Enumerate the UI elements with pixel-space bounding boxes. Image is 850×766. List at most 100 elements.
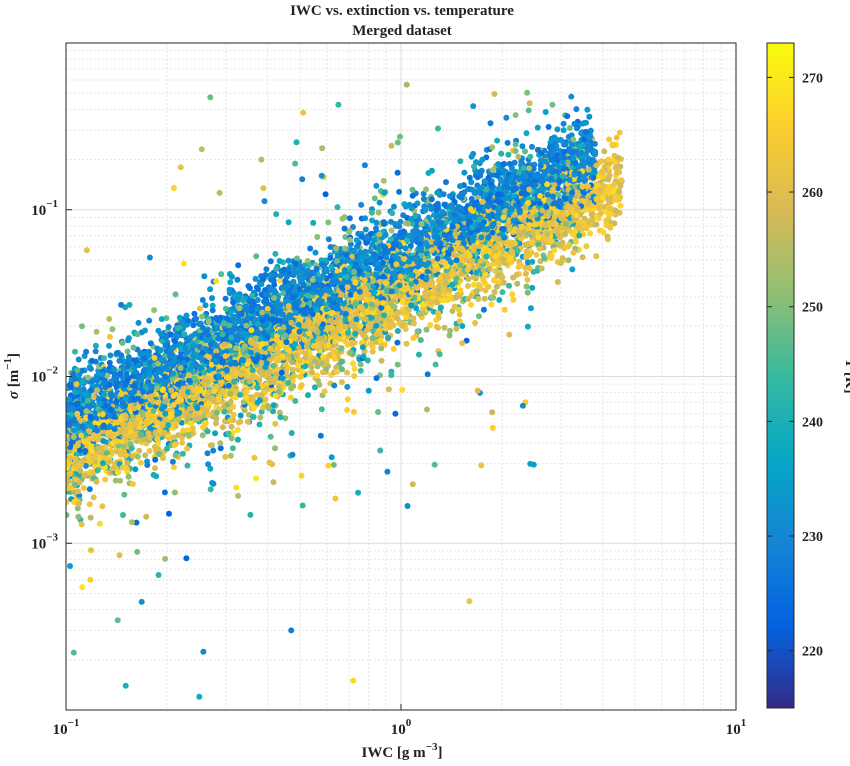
data-point bbox=[572, 238, 579, 245]
data-point bbox=[524, 89, 531, 96]
data-point bbox=[74, 505, 81, 512]
data-point bbox=[394, 169, 401, 176]
data-point bbox=[227, 309, 234, 316]
data-point bbox=[549, 101, 556, 108]
data-point bbox=[578, 130, 585, 137]
data-point bbox=[396, 188, 403, 195]
data-point bbox=[527, 305, 534, 312]
data-point bbox=[395, 309, 402, 316]
data-point bbox=[135, 319, 142, 326]
data-point bbox=[253, 475, 260, 482]
data-point bbox=[384, 468, 391, 475]
data-point bbox=[207, 286, 214, 293]
data-point bbox=[172, 291, 179, 298]
data-point bbox=[346, 227, 353, 234]
data-point bbox=[86, 501, 93, 508]
data-point bbox=[285, 257, 292, 264]
data-point bbox=[522, 270, 529, 277]
data-point bbox=[451, 303, 458, 310]
data-point bbox=[470, 103, 477, 110]
data-point bbox=[282, 361, 289, 368]
data-point bbox=[319, 145, 326, 152]
data-point bbox=[93, 328, 100, 335]
data-point bbox=[278, 268, 285, 274]
data-point bbox=[209, 307, 216, 314]
data-point bbox=[317, 432, 324, 439]
data-point bbox=[258, 156, 265, 163]
data-point bbox=[150, 471, 157, 478]
data-point bbox=[485, 195, 492, 202]
data-point bbox=[441, 324, 448, 331]
data-point bbox=[67, 563, 73, 569]
data-point bbox=[397, 133, 403, 140]
data-point bbox=[521, 179, 528, 186]
data-point bbox=[428, 206, 435, 213]
data-point bbox=[328, 454, 335, 461]
data-point bbox=[210, 447, 217, 454]
data-point bbox=[261, 198, 268, 205]
data-point bbox=[288, 385, 295, 392]
data-point bbox=[158, 331, 165, 338]
data-point bbox=[394, 339, 401, 346]
data-point bbox=[106, 342, 112, 349]
data-point bbox=[506, 160, 513, 167]
data-point bbox=[355, 489, 362, 496]
data-point bbox=[545, 123, 552, 130]
data-point bbox=[325, 236, 332, 243]
data-point bbox=[616, 129, 623, 136]
data-point bbox=[559, 255, 566, 262]
data-point bbox=[350, 360, 356, 367]
data-point bbox=[230, 411, 237, 418]
data-point bbox=[272, 420, 279, 427]
data-point bbox=[291, 373, 298, 379]
data-point bbox=[267, 258, 274, 265]
data-point bbox=[277, 414, 284, 421]
data-point bbox=[601, 148, 608, 155]
data-point bbox=[512, 112, 519, 119]
data-point bbox=[221, 408, 228, 415]
data-point bbox=[410, 335, 417, 342]
data-point bbox=[321, 388, 328, 395]
data-point bbox=[533, 251, 540, 258]
data-point bbox=[385, 386, 392, 393]
data-point bbox=[273, 266, 280, 272]
data-point bbox=[489, 424, 496, 431]
data-point bbox=[134, 548, 141, 555]
data-point bbox=[155, 572, 162, 578]
data-point bbox=[468, 301, 474, 308]
data-point bbox=[292, 398, 299, 404]
data-point bbox=[247, 511, 254, 518]
data-point bbox=[179, 450, 186, 457]
data-point bbox=[256, 421, 263, 428]
data-point bbox=[461, 169, 468, 176]
data-point bbox=[437, 304, 444, 311]
data-point bbox=[318, 406, 325, 413]
data-point bbox=[212, 430, 219, 437]
data-point bbox=[353, 237, 360, 244]
data-point bbox=[371, 195, 378, 202]
data-point bbox=[391, 203, 397, 210]
data-point bbox=[67, 470, 74, 477]
data-point bbox=[275, 383, 282, 390]
data-point bbox=[593, 253, 600, 260]
data-point bbox=[342, 234, 349, 240]
data-point bbox=[475, 296, 482, 302]
data-point bbox=[506, 331, 513, 338]
data-point bbox=[351, 365, 358, 372]
data-point bbox=[494, 137, 501, 144]
data-point bbox=[404, 237, 411, 244]
data-point bbox=[481, 295, 488, 302]
data-point bbox=[351, 408, 357, 415]
data-point bbox=[260, 185, 267, 192]
data-point bbox=[102, 476, 109, 483]
data-point bbox=[138, 598, 145, 605]
data-point bbox=[141, 366, 148, 373]
data-point bbox=[434, 189, 441, 196]
data-point bbox=[266, 459, 273, 466]
data-point bbox=[334, 204, 341, 211]
data-point bbox=[413, 305, 420, 312]
data-point bbox=[292, 160, 299, 167]
data-point bbox=[251, 454, 258, 461]
data-point bbox=[474, 387, 481, 394]
data-point bbox=[606, 136, 613, 143]
